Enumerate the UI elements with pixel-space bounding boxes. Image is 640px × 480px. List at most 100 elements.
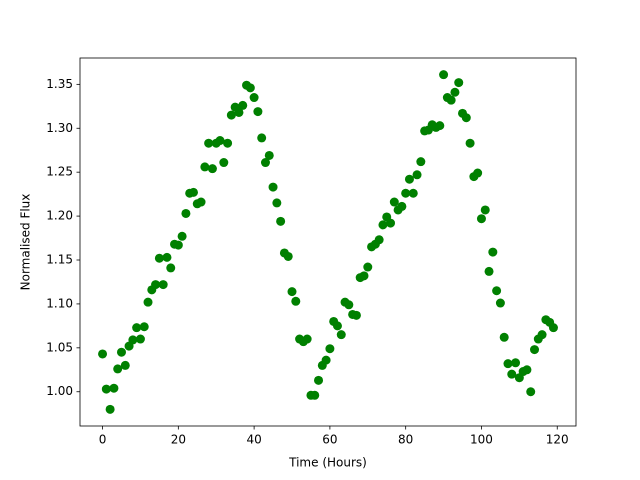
x-tick-label: 60	[322, 433, 337, 447]
point	[548, 323, 558, 333]
point	[465, 138, 475, 148]
point	[128, 335, 138, 345]
point	[332, 321, 342, 331]
point	[450, 87, 460, 97]
point	[109, 383, 119, 393]
point	[204, 138, 214, 148]
x-tick-label: 100	[470, 433, 493, 447]
point	[454, 78, 464, 88]
plot-frame	[79, 57, 577, 427]
point	[116, 347, 126, 357]
point	[151, 280, 161, 290]
point	[511, 358, 521, 368]
point	[374, 235, 384, 245]
x-tick-label: 0	[99, 433, 107, 447]
point	[177, 231, 187, 241]
y-tick-label: 1.15	[46, 253, 73, 267]
y-tick-label: 1.30	[46, 121, 73, 135]
point	[139, 322, 149, 332]
point	[120, 360, 130, 370]
point	[162, 252, 172, 262]
point	[495, 298, 505, 308]
point	[253, 107, 263, 117]
point	[363, 262, 373, 272]
point	[291, 296, 301, 306]
point	[386, 218, 396, 228]
point	[249, 93, 259, 103]
point	[439, 70, 449, 80]
point	[321, 355, 331, 365]
point	[135, 334, 145, 344]
point	[234, 107, 244, 117]
point	[492, 286, 502, 296]
y-axis-label: Normalised Flux	[19, 194, 33, 291]
point	[207, 164, 217, 174]
point	[200, 162, 210, 172]
point	[480, 205, 490, 215]
point	[461, 113, 471, 123]
point	[484, 266, 494, 276]
point	[404, 174, 414, 184]
point	[401, 188, 411, 198]
x-axis-label: Time (Hours)	[288, 456, 367, 470]
point	[173, 240, 183, 250]
point	[408, 188, 418, 198]
point	[283, 251, 293, 261]
point	[188, 187, 198, 197]
point	[397, 201, 407, 211]
x-tick-label: 120	[546, 433, 569, 447]
point	[325, 344, 335, 354]
point	[344, 300, 354, 310]
point	[537, 330, 547, 340]
point	[257, 133, 267, 143]
point	[389, 197, 399, 207]
point	[302, 334, 312, 344]
point	[264, 150, 274, 160]
point	[287, 287, 297, 297]
point	[245, 83, 255, 93]
y-tick-label: 1.35	[46, 77, 73, 91]
point	[522, 365, 532, 375]
x-tick-label: 40	[246, 433, 261, 447]
point	[416, 157, 426, 167]
point	[412, 170, 422, 180]
point	[105, 404, 115, 414]
point	[351, 310, 361, 320]
point	[98, 349, 108, 359]
point	[101, 384, 111, 394]
point	[526, 387, 536, 397]
point	[219, 158, 229, 168]
point	[272, 198, 282, 208]
point	[132, 323, 142, 333]
point	[154, 253, 164, 263]
point	[336, 330, 346, 340]
point	[435, 121, 445, 131]
point	[181, 208, 191, 218]
point	[499, 332, 509, 342]
y-tick-label: 1.10	[46, 296, 73, 310]
point	[310, 390, 320, 400]
point	[166, 263, 176, 273]
point	[223, 138, 233, 148]
point	[238, 100, 248, 110]
y-tick-label: 1.20	[46, 209, 73, 223]
point	[215, 136, 225, 146]
point	[158, 280, 168, 290]
point	[143, 297, 153, 307]
point	[488, 247, 498, 257]
point	[446, 95, 456, 105]
point	[359, 271, 369, 281]
point	[196, 197, 206, 207]
y-tick-label: 1.25	[46, 165, 73, 179]
point	[314, 375, 324, 385]
point	[378, 220, 388, 230]
point	[530, 345, 540, 355]
point	[268, 182, 278, 192]
point	[226, 110, 236, 120]
point	[476, 214, 486, 224]
point	[473, 168, 483, 178]
point	[503, 359, 513, 369]
